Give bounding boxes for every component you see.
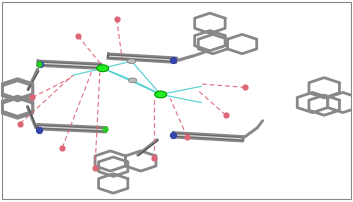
Circle shape [127, 59, 136, 64]
Point [184, 136, 190, 139]
Point [223, 114, 228, 117]
Circle shape [128, 79, 137, 83]
Point [30, 96, 35, 100]
Point [75, 35, 81, 38]
Point [37, 63, 43, 66]
Point [170, 59, 176, 62]
Point [36, 63, 42, 66]
Point [37, 128, 42, 132]
Polygon shape [173, 133, 244, 142]
Circle shape [97, 65, 109, 72]
Polygon shape [37, 125, 107, 133]
Point [17, 122, 23, 126]
Point [92, 167, 98, 170]
Point [151, 157, 156, 160]
Circle shape [155, 92, 167, 98]
Point [242, 86, 248, 89]
Polygon shape [108, 55, 177, 63]
Point [170, 134, 176, 137]
Polygon shape [37, 61, 101, 69]
Point [114, 18, 120, 21]
Point [59, 146, 65, 150]
Point [103, 127, 108, 131]
